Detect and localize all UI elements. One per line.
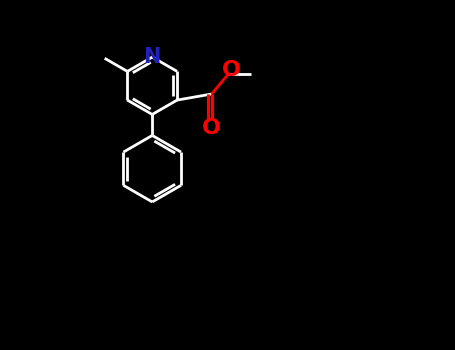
Text: O: O (222, 60, 241, 80)
Text: N: N (144, 47, 161, 67)
Text: O: O (202, 118, 221, 138)
